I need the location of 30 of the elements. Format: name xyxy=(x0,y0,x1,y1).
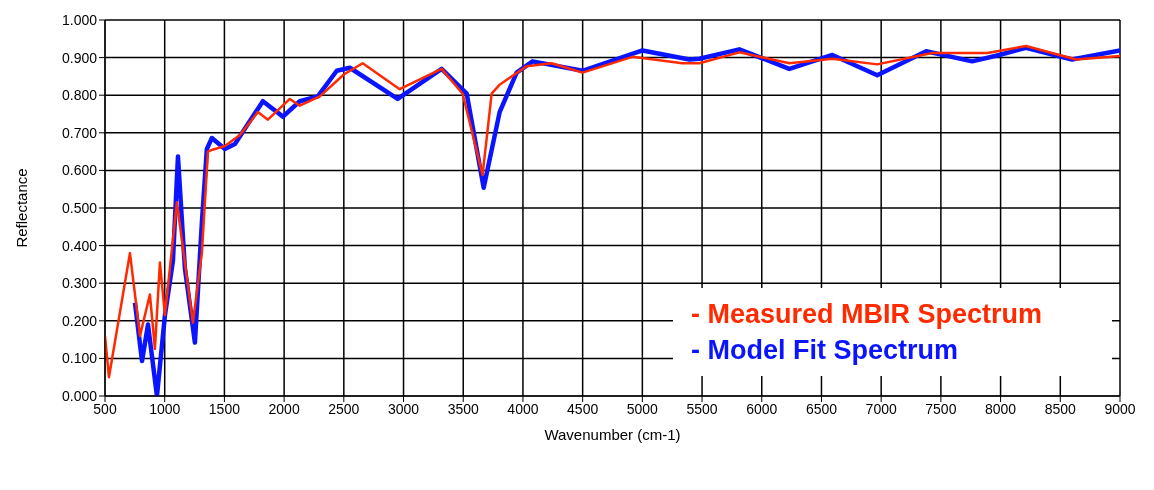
x-tick-label: 3500 xyxy=(447,400,480,417)
y-tick-label: 1.000 xyxy=(61,11,98,28)
x-tick-label: 8000 xyxy=(985,400,1017,417)
x-tick-label: 2500 xyxy=(328,400,360,417)
y-tick-label: 0.100 xyxy=(61,350,98,367)
y-tick-label: 0.600 xyxy=(61,162,98,179)
x-tick-label: 7500 xyxy=(925,400,957,417)
y-tick-label: 0.800 xyxy=(61,87,98,104)
legend-panel: - Measured MBIR Spectrum - Model Fit Spectrum xyxy=(672,288,1112,376)
x-tick-label: 7000 xyxy=(865,400,897,417)
x-tick-label: 6000 xyxy=(746,400,778,417)
y-axis-title: Reflectance xyxy=(13,168,31,248)
y-tick-label: 0.300 xyxy=(61,275,98,292)
x-tick-label: 5000 xyxy=(626,400,659,417)
y-tick-label: 0.700 xyxy=(61,124,98,141)
x-tick-label: 1500 xyxy=(208,400,241,417)
x-tick-label: 4000 xyxy=(507,400,539,417)
x-tick-label: 9000 xyxy=(1104,400,1136,417)
x-tick-label: 1000 xyxy=(149,400,181,417)
y-tick-label: 0.200 xyxy=(61,312,98,329)
x-tick-label: 6500 xyxy=(805,400,838,417)
y-tick-label: 0.500 xyxy=(61,199,98,216)
x-tick-label: 4500 xyxy=(567,400,599,417)
x-tick-label: 8500 xyxy=(1044,400,1077,417)
x-tick-label: 5500 xyxy=(686,400,718,417)
x-axis-title: Wavenumber (cm-1) xyxy=(544,426,681,443)
y-tick-label: 0.400 xyxy=(61,237,98,254)
x-tick-label: 2000 xyxy=(268,400,300,417)
x-tick-label: 3000 xyxy=(387,400,420,417)
y-tick-label: 0.900 xyxy=(61,49,98,66)
